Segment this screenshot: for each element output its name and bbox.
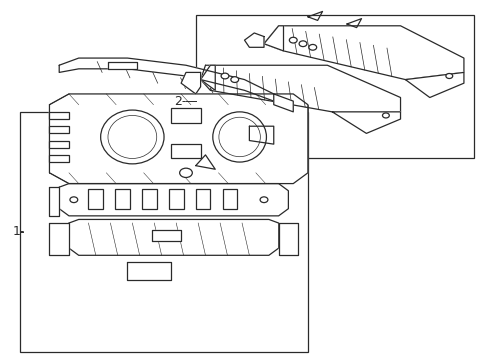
Polygon shape <box>49 94 307 184</box>
Circle shape <box>230 77 238 82</box>
Bar <box>171 144 200 158</box>
Polygon shape <box>69 220 278 255</box>
Circle shape <box>299 41 306 46</box>
Polygon shape <box>49 223 69 255</box>
Text: 2-: 2- <box>173 95 186 108</box>
Bar <box>115 189 130 209</box>
Polygon shape <box>127 262 171 280</box>
Polygon shape <box>59 184 288 216</box>
Polygon shape <box>244 33 264 47</box>
Bar <box>195 15 473 158</box>
Bar <box>49 112 69 119</box>
Circle shape <box>221 73 228 79</box>
Polygon shape <box>49 187 59 216</box>
Polygon shape <box>152 230 181 241</box>
Bar <box>49 140 69 148</box>
Polygon shape <box>249 126 273 144</box>
Bar <box>142 189 157 209</box>
Circle shape <box>308 44 316 50</box>
Bar <box>195 189 210 209</box>
Polygon shape <box>278 223 298 255</box>
Bar <box>168 189 183 209</box>
Circle shape <box>445 73 452 78</box>
Bar <box>88 189 103 209</box>
Bar <box>20 112 307 352</box>
Bar <box>49 126 69 134</box>
Bar <box>222 189 237 209</box>
Polygon shape <box>200 65 215 90</box>
Polygon shape <box>181 72 200 94</box>
Polygon shape <box>59 58 273 101</box>
Polygon shape <box>273 94 293 112</box>
Circle shape <box>382 113 388 118</box>
Polygon shape <box>264 26 463 80</box>
Circle shape <box>289 37 297 43</box>
Polygon shape <box>200 65 400 112</box>
Polygon shape <box>331 112 400 134</box>
Polygon shape <box>264 26 283 51</box>
Polygon shape <box>405 72 463 98</box>
Polygon shape <box>108 62 137 69</box>
Circle shape <box>260 197 267 203</box>
Text: 1-: 1- <box>13 225 25 238</box>
Circle shape <box>179 168 192 177</box>
Bar <box>49 155 69 162</box>
Circle shape <box>70 197 78 203</box>
Bar <box>171 108 200 123</box>
